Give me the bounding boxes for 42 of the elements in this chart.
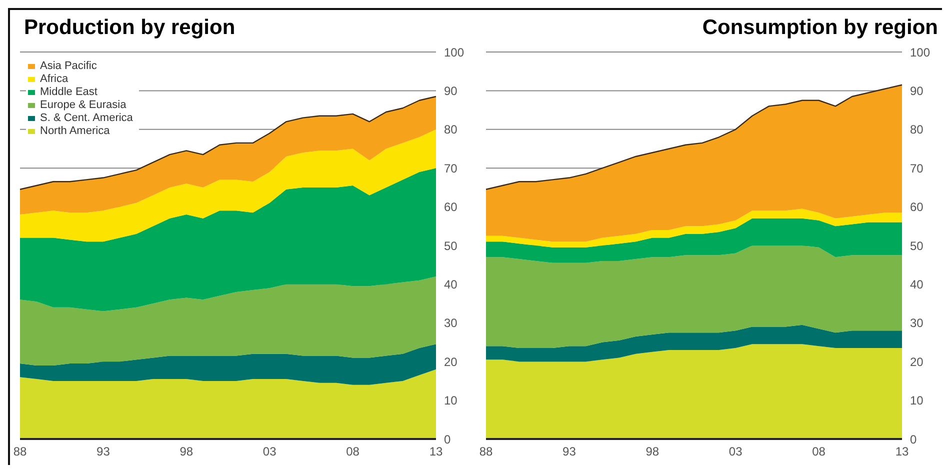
y-tick-label: 20 bbox=[444, 354, 458, 369]
y-tick-label: 100 bbox=[910, 45, 930, 60]
y-tick-label: 30 bbox=[910, 316, 924, 330]
y-tick-label: 80 bbox=[910, 122, 924, 137]
y-tick-label: 60 bbox=[910, 200, 924, 214]
x-tick-label: 98 bbox=[646, 444, 660, 459]
x-tick-label: 93 bbox=[562, 444, 576, 459]
legend-label: Asia Pacific bbox=[40, 60, 97, 73]
y-tick-label: 50 bbox=[910, 238, 924, 253]
x-tick-label: 93 bbox=[96, 444, 110, 459]
x-tick-label: 88 bbox=[479, 444, 493, 459]
chart-title: Production by region bbox=[23, 15, 236, 41]
y-tick-label: 70 bbox=[910, 161, 924, 176]
x-tick-label: 08 bbox=[346, 444, 360, 459]
y-tick-label: 90 bbox=[444, 84, 458, 98]
y-tick-label: 20 bbox=[910, 354, 924, 369]
legend-label: Europe & Eurasia bbox=[40, 99, 126, 112]
y-tick-label: 70 bbox=[444, 161, 458, 176]
y-tick-label: 90 bbox=[910, 84, 924, 98]
y-tick-label: 10 bbox=[910, 394, 924, 408]
chart-title: Consumption by region bbox=[701, 15, 939, 41]
y-tick-label: 60 bbox=[444, 200, 458, 214]
y-tick-label: 30 bbox=[444, 316, 458, 330]
y-tick-label: 40 bbox=[910, 277, 924, 292]
x-tick-label: 13 bbox=[895, 444, 909, 459]
x-tick-label: 13 bbox=[429, 444, 443, 459]
x-tick-label: 03 bbox=[262, 444, 277, 459]
legend-label: Africa bbox=[40, 73, 68, 86]
legend-label: Middle East bbox=[40, 86, 98, 99]
y-tick-label: 0 bbox=[910, 432, 917, 446]
y-tick-label: 100 bbox=[444, 45, 464, 60]
y-tick-label: 10 bbox=[444, 394, 458, 408]
y-tick-label: 80 bbox=[444, 122, 458, 137]
x-tick-label: 98 bbox=[180, 444, 194, 459]
y-tick-label: 50 bbox=[444, 238, 458, 253]
legend-label: S. & Cent. America bbox=[40, 112, 133, 125]
y-tick-label: 40 bbox=[444, 277, 458, 292]
x-tick-label: 03 bbox=[728, 444, 743, 459]
x-tick-label: 88 bbox=[13, 444, 27, 459]
legend-label: North America bbox=[40, 125, 110, 138]
x-tick-label: 08 bbox=[812, 444, 826, 459]
y-tick-label: 0 bbox=[444, 432, 451, 446]
